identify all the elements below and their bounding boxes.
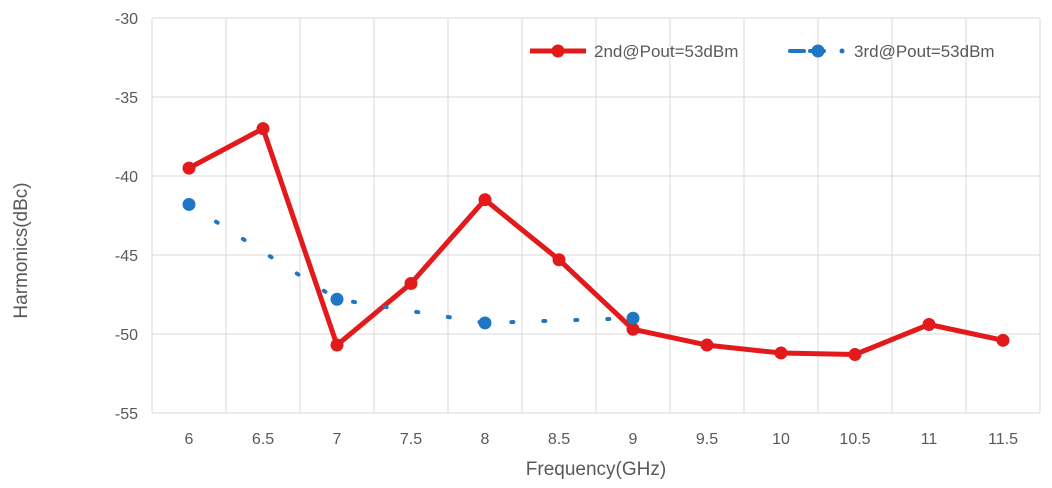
data-point (330, 338, 344, 352)
x-tick-label: 6.5 (252, 431, 274, 448)
y-tick-label: -35 (115, 90, 138, 107)
legend-dot (839, 48, 845, 54)
data-point (626, 322, 640, 336)
data-point (330, 292, 344, 306)
data-point (996, 333, 1010, 347)
series-3rd-harmonic (182, 197, 640, 330)
series-lines (182, 122, 1010, 362)
x-tick-label: 8.5 (548, 431, 570, 448)
series-line-2nd (186, 126, 1006, 357)
x-tick-label: 9 (629, 431, 638, 448)
x-tick-label: 10 (772, 431, 790, 448)
x-tick-label: 11 (921, 431, 938, 448)
legend-label: 3rd@Pout=53dBm (854, 42, 995, 61)
x-tick-label: 8 (481, 431, 490, 448)
series-2nd-harmonic (182, 122, 1010, 362)
data-point (404, 276, 418, 290)
x-tick-label: 9.5 (696, 431, 718, 448)
x-tick-label: 10.5 (839, 431, 870, 448)
data-point (552, 253, 566, 267)
x-axis-title: Frequency(GHz) (526, 459, 666, 480)
y-tick-label: -55 (115, 406, 138, 423)
legend-label: 2nd@Pout=53dBm (594, 42, 738, 61)
legend-marker (811, 44, 825, 58)
data-point (478, 193, 492, 207)
data-point (774, 346, 788, 360)
data-point (700, 338, 714, 352)
data-point (478, 316, 492, 330)
y-tick-label: -40 (115, 169, 138, 186)
grid-lines (151, 17, 1041, 414)
data-point (256, 122, 270, 136)
y-tick-label: -30 (115, 11, 138, 28)
data-point (848, 348, 862, 362)
axes: -30 -35 -40 -45 -50 -55 6 6.5 7 7.5 8 8.5 9 9.5 10 10.5… (115, 11, 1018, 448)
x-tick-label: 7 (333, 431, 342, 448)
y-axis-title: Harmonics(dBc) (11, 182, 32, 318)
x-tick-label: 6 (185, 431, 194, 448)
legend: 2nd@Pout=53dBm 3rd@Pout=53dBm (530, 42, 995, 61)
data-point (922, 318, 936, 332)
x-tick-label: 11.5 (988, 431, 1018, 448)
x-tick-label: 7.5 (400, 431, 422, 448)
legend-item-3rd: 3rd@Pout=53dBm (788, 42, 995, 61)
data-point (182, 161, 196, 175)
legend-marker (551, 44, 565, 58)
y-tick-label: -50 (115, 327, 138, 344)
y-tick-label: -45 (115, 248, 138, 265)
legend-item-2nd: 2nd@Pout=53dBm (530, 42, 738, 61)
data-point (626, 311, 640, 325)
data-point (182, 197, 196, 211)
